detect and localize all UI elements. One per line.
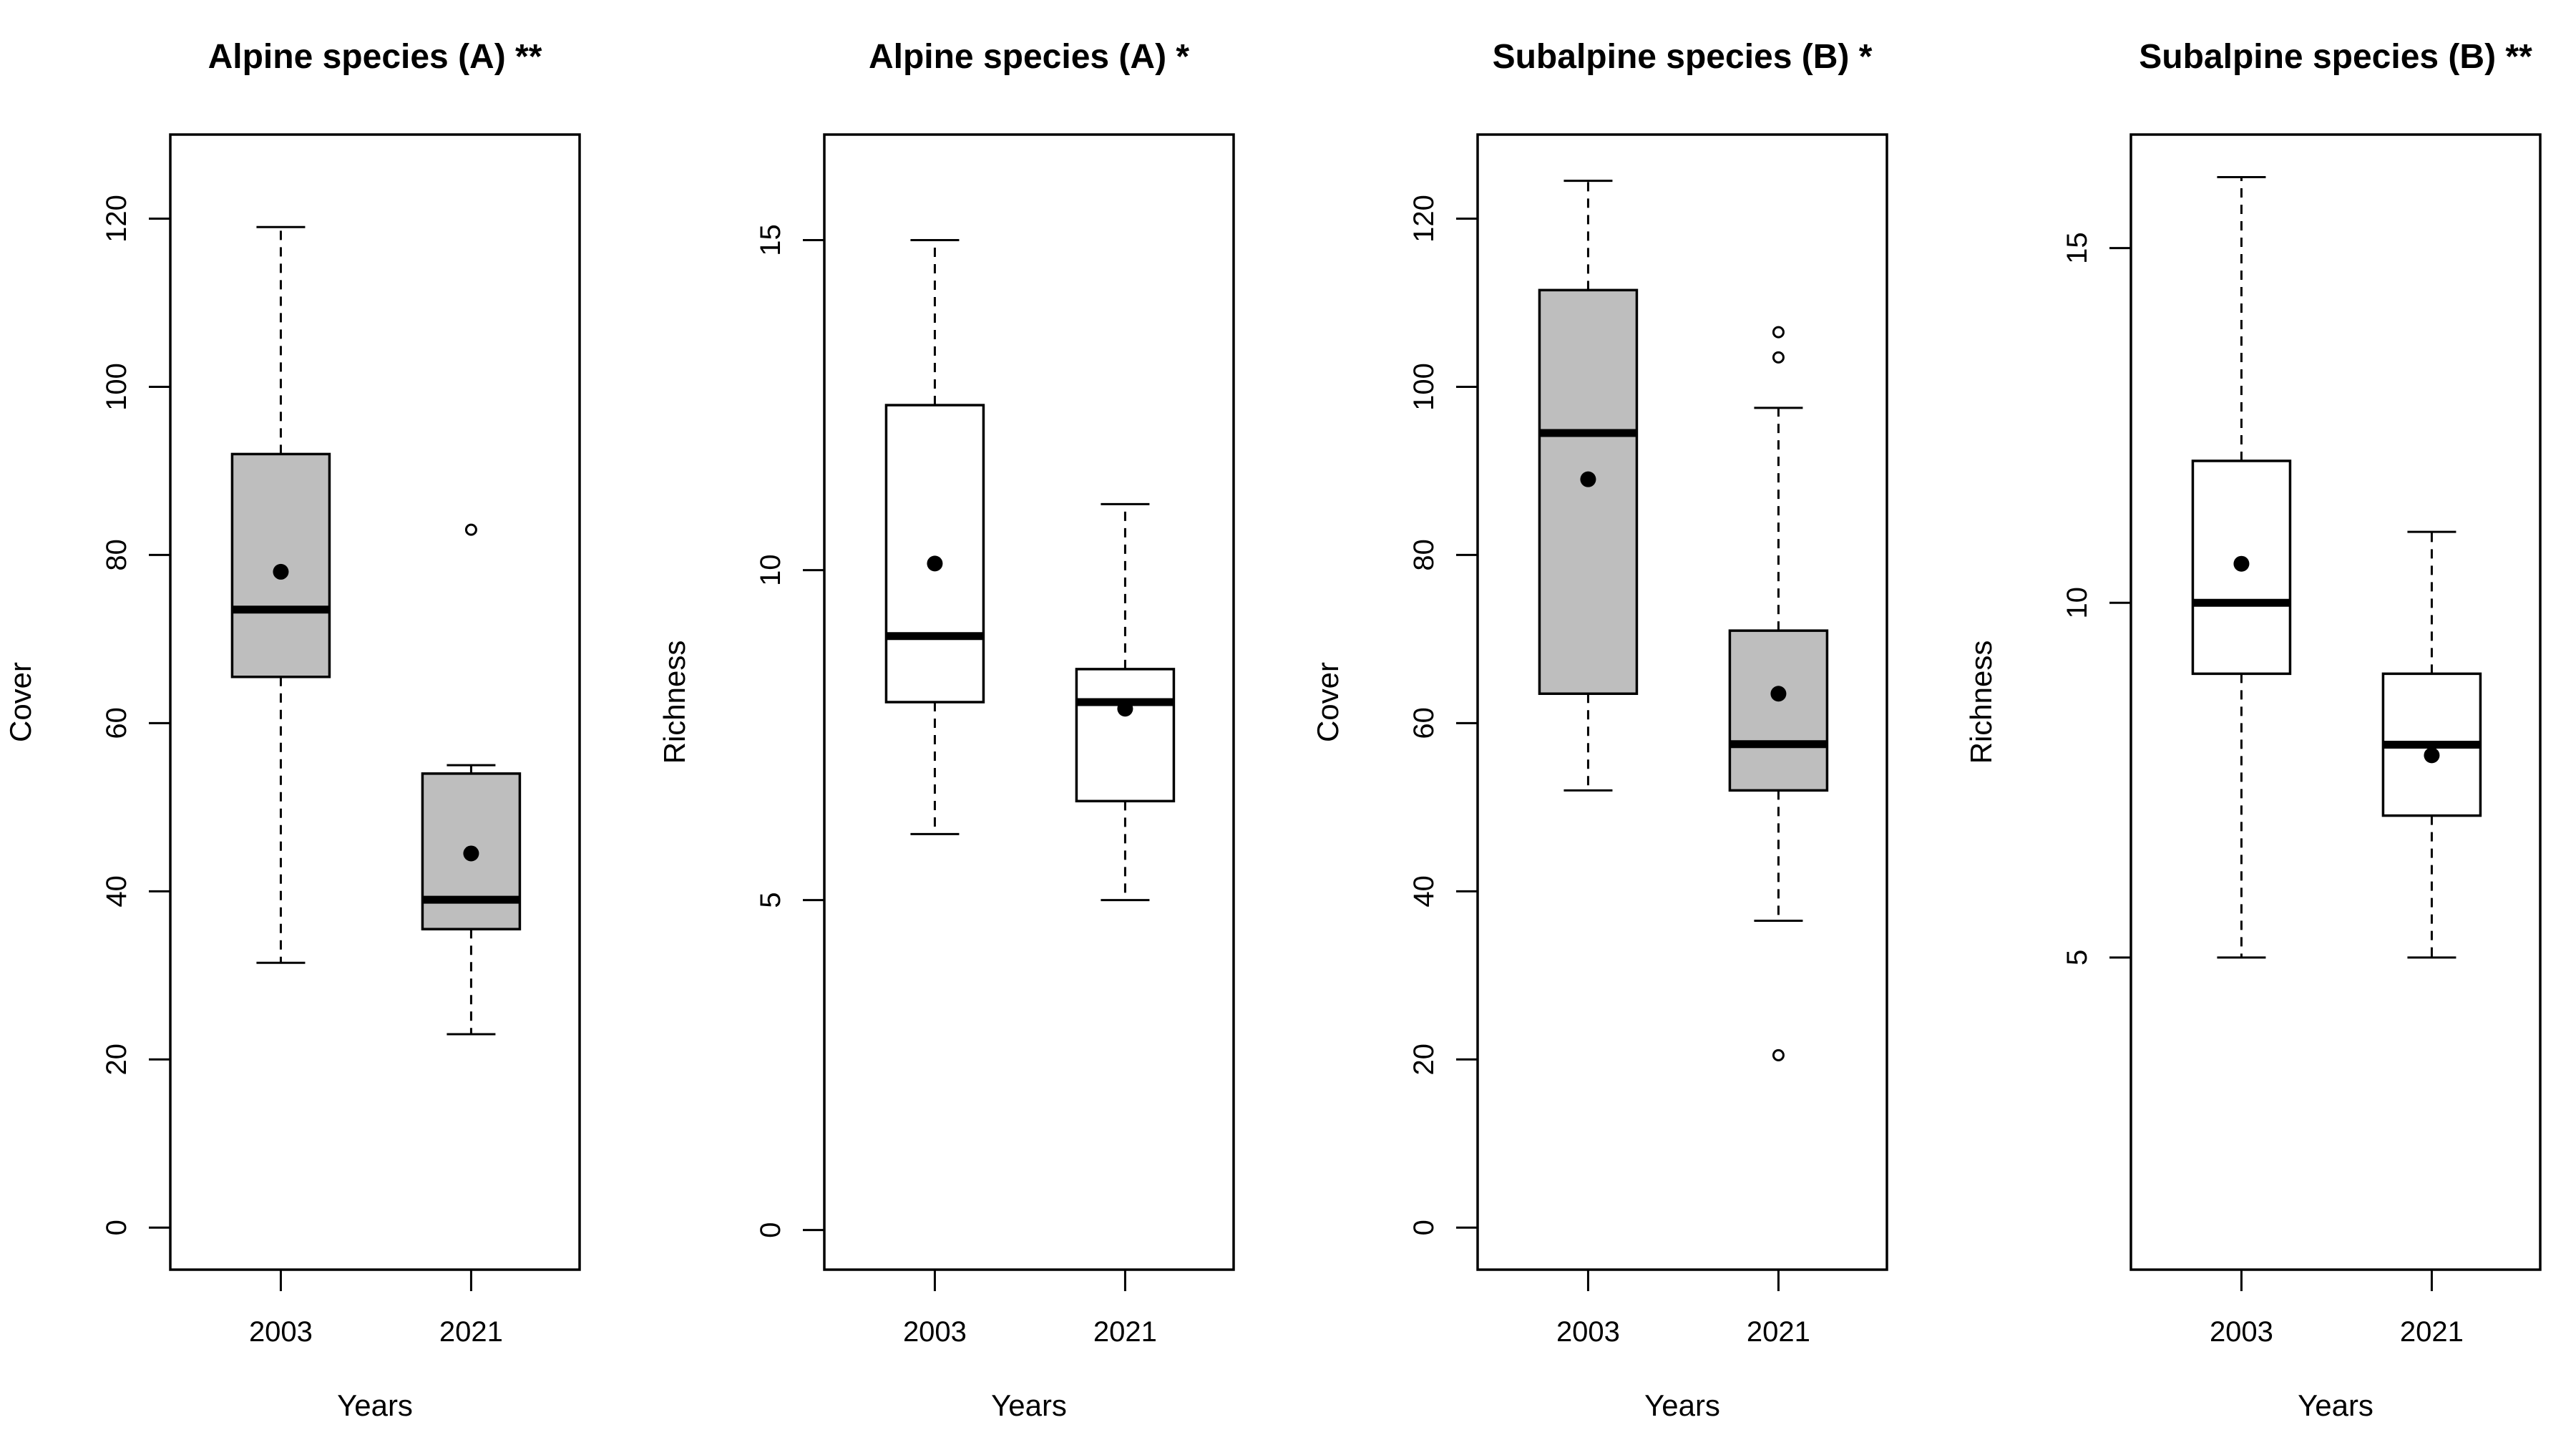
- plot-frame: [169, 133, 581, 1271]
- y-tick-label: 40: [1408, 875, 1440, 908]
- panel-1: Alpine species (A) ** 0 20 40 60 80 100 120 Cove…: [4, 38, 581, 1422]
- mean-point: [927, 555, 943, 572]
- box-2021: [1728, 326, 1829, 1061]
- y-tick-label: 10: [2062, 587, 2093, 619]
- y-axis-label: Richness: [1964, 641, 1998, 764]
- box-2021: [1075, 502, 1176, 902]
- x-tick-label: 2003: [1556, 1316, 1620, 1348]
- y-tick-label: 80: [101, 539, 132, 571]
- x-tick-label: 2021: [2400, 1316, 2464, 1348]
- x-tick-label: 2021: [1747, 1316, 1810, 1348]
- y-tick-label: 15: [755, 224, 786, 256]
- box-2021: [2381, 530, 2482, 959]
- x-axis-label: Years: [1644, 1388, 1720, 1422]
- mean-point: [2424, 747, 2440, 764]
- y-tick-label: 60: [101, 707, 132, 739]
- interquartile-box: [1075, 668, 1176, 803]
- box-2003: [1538, 180, 1639, 792]
- x-tick-label: 2003: [903, 1316, 967, 1348]
- box-2021: [421, 523, 522, 1036]
- y-tick-label: 120: [101, 195, 132, 243]
- y-axis-label: Cover: [1311, 662, 1345, 742]
- panel-title: Subalpine species (B) *: [1493, 38, 1873, 76]
- y-tick-label: 40: [101, 875, 132, 908]
- x-tick-label: 2021: [1093, 1316, 1157, 1348]
- mean-point: [1580, 471, 1596, 487]
- y-tick-label: 5: [755, 892, 786, 908]
- interquartile-box: [1728, 629, 1829, 792]
- y-tick-label: 0: [1408, 1220, 1440, 1235]
- y-tick-label: 20: [101, 1043, 132, 1076]
- y-tick-label: 20: [1408, 1043, 1440, 1076]
- x-tick-label: 2003: [2210, 1316, 2273, 1348]
- y-tick-label: 0: [755, 1222, 786, 1238]
- x-axis-label: Years: [2298, 1388, 2373, 1422]
- panel-3: Subalpine species (B) * 0 20 40 60 80 100 120 Co…: [1311, 38, 1888, 1422]
- x-axis-label: Years: [337, 1388, 413, 1422]
- plot-frame: [2129, 133, 2542, 1271]
- y-axis-label: Richness: [658, 641, 691, 764]
- outlier-point: [464, 523, 477, 536]
- panel-title: Alpine species (A) **: [208, 38, 542, 76]
- mean-point: [1770, 686, 1787, 702]
- panel-title: Subalpine species (B) **: [2139, 38, 2532, 76]
- y-tick-label: 100: [1408, 363, 1440, 411]
- box-2003: [884, 239, 985, 835]
- y-tick-label: 10: [755, 554, 786, 586]
- plot-frame: [1476, 133, 1888, 1271]
- interquartile-box: [884, 404, 985, 704]
- y-tick-label: 60: [1408, 707, 1440, 739]
- y-axis-label: Cover: [4, 662, 37, 742]
- mean-point: [273, 563, 289, 580]
- x-tick-label: 2003: [249, 1316, 313, 1348]
- interquartile-box: [1538, 288, 1639, 696]
- y-tick-label: 80: [1408, 539, 1440, 571]
- outlier-point: [1772, 326, 1785, 339]
- box-2003: [2191, 175, 2292, 959]
- outlier-point: [1772, 1049, 1785, 1061]
- mean-point: [1117, 701, 1133, 717]
- x-axis-label: Years: [991, 1388, 1067, 1422]
- y-tick-label: 0: [101, 1220, 132, 1235]
- y-tick-label: 15: [2062, 232, 2093, 264]
- x-tick-label: 2021: [439, 1316, 503, 1348]
- plot-frame: [823, 133, 1235, 1271]
- box-2003: [230, 225, 331, 964]
- y-tick-label: 5: [2062, 950, 2093, 965]
- mean-point: [463, 845, 479, 862]
- mean-point: [2233, 555, 2250, 572]
- outlier-point: [1772, 351, 1785, 364]
- panel-4: Subalpine species (B) ** 5 10 15 Richness 200…: [1964, 38, 2542, 1422]
- panel-2: Alpine species (A) * 0 5 10 15 Richness 2003 20…: [658, 38, 1235, 1422]
- y-tick-label: 120: [1408, 195, 1440, 243]
- y-tick-label: 100: [101, 363, 132, 411]
- panel-title: Alpine species (A) *: [869, 38, 1189, 76]
